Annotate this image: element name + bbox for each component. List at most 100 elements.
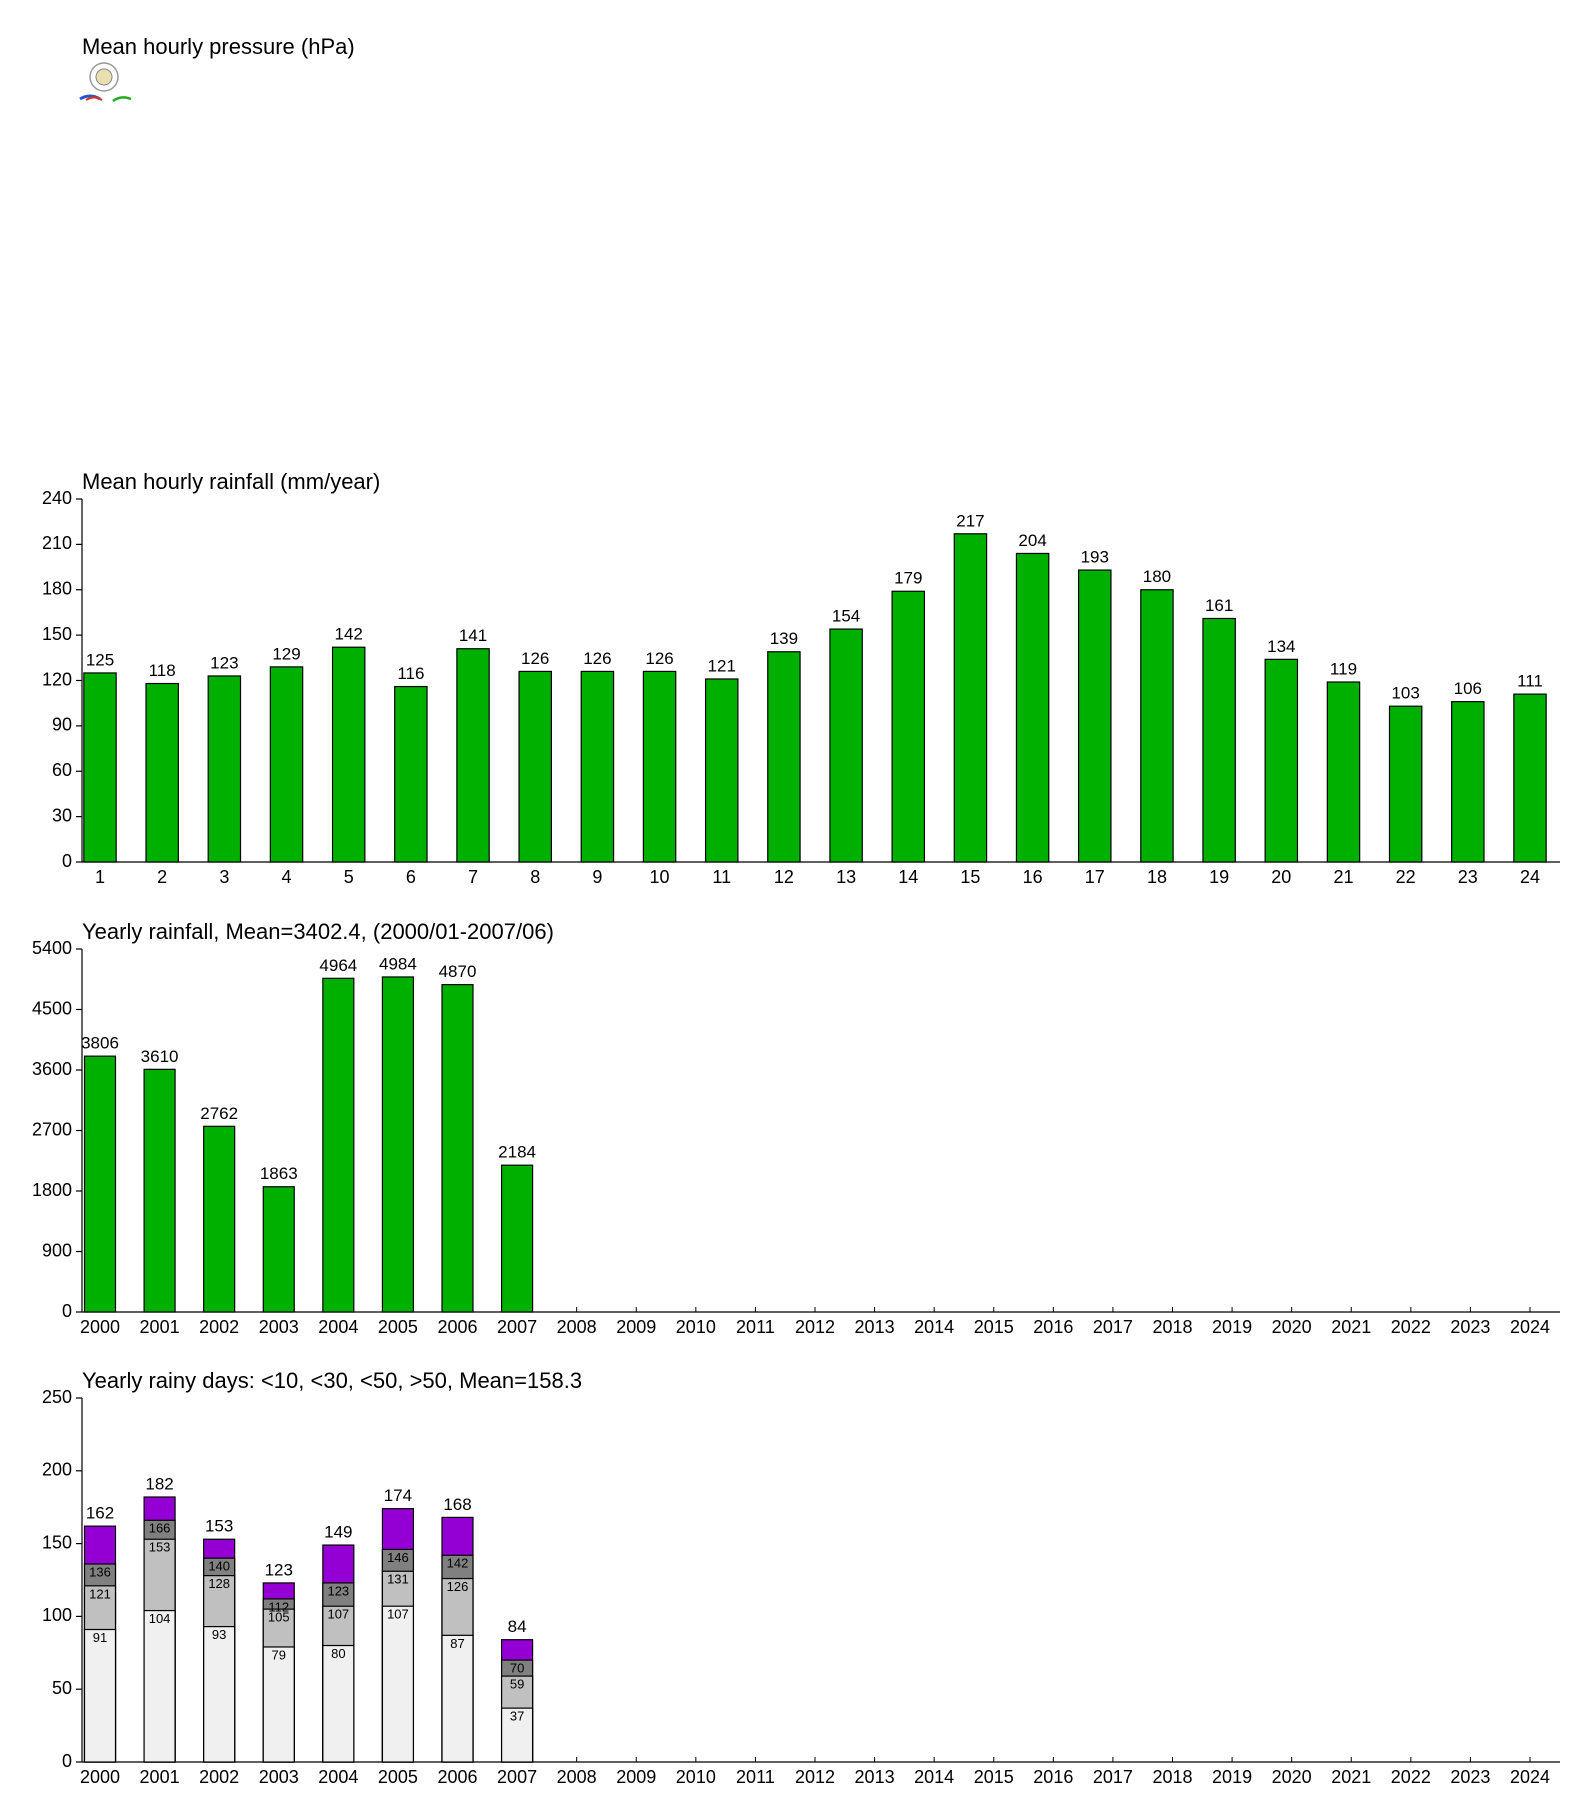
value-label: 4964 (319, 956, 357, 975)
bar (83, 672, 117, 863)
x-tick-label: 2021 (1331, 1767, 1371, 1787)
value-label: 87 (450, 1636, 464, 1651)
y-tick-label: 180 (42, 579, 72, 599)
value-label: 142 (335, 625, 363, 644)
x-tick-label: 2021 (1331, 1317, 1371, 1337)
value-label: 141 (459, 626, 487, 645)
x-tick-label: 2016 (1033, 1767, 1073, 1787)
value-label: 103 (1391, 684, 1419, 703)
value-label: 126 (521, 649, 549, 668)
bar (381, 1605, 415, 1763)
value-label: 59 (510, 1677, 524, 1692)
x-tick-label: 21 (1333, 867, 1353, 887)
x-tick-label: 2018 (1152, 1767, 1192, 1787)
x-tick-label: 2004 (318, 1317, 358, 1337)
value-label: 118 (149, 661, 176, 680)
y-tick-label: 100 (42, 1605, 72, 1625)
x-tick-label: 11 (712, 867, 731, 887)
chart-title: Mean hourly pressure (hPa) (82, 34, 355, 59)
value-label: 128 (208, 1576, 230, 1591)
value-label: 162 (86, 1504, 114, 1523)
value-label: 121 (89, 1586, 111, 1601)
x-tick-label: 2014 (914, 1767, 954, 1787)
x-tick-label: 2002 (199, 1767, 239, 1787)
bar (262, 1186, 295, 1313)
bar (891, 590, 926, 863)
value-label: 146 (387, 1550, 409, 1565)
x-tick-label: 20 (1271, 867, 1291, 887)
x-tick-label: 2012 (795, 1317, 835, 1337)
x-tick-label: 2006 (437, 1317, 477, 1337)
bar (1202, 617, 1236, 863)
x-tick-label: 17 (1085, 867, 1105, 887)
x-tick-label: 24 (1520, 867, 1540, 887)
bar (1140, 589, 1174, 863)
value-label: 153 (205, 1517, 233, 1536)
x-tick-label: 2009 (616, 1767, 656, 1787)
x-tick-label: 2001 (140, 1767, 180, 1787)
bar (1326, 681, 1361, 863)
y-tick-label: 150 (42, 624, 72, 644)
value-label: 166 (149, 1521, 171, 1536)
x-tick-label: 2024 (1510, 1317, 1550, 1337)
value-label: 134 (1267, 637, 1295, 656)
value-label: 125 (86, 650, 114, 669)
value-label: 121 (708, 656, 736, 675)
x-tick-label: 2011 (736, 1317, 775, 1337)
x-tick-label: 2019 (1212, 1767, 1252, 1787)
x-tick-label: 3 (219, 867, 229, 887)
x-tick-label: 2022 (1391, 1767, 1431, 1787)
y-tick-label: 2700 (32, 1119, 72, 1139)
bar (331, 646, 366, 863)
bar (953, 533, 988, 863)
x-tick-label: 2023 (1450, 1767, 1490, 1787)
bar (1451, 701, 1485, 863)
value-label: 79 (272, 1647, 286, 1662)
bar (322, 1644, 355, 1763)
value-label: 111 (1517, 672, 1543, 691)
x-tick-label: 2017 (1093, 1767, 1133, 1787)
bar (262, 1646, 295, 1763)
x-tick-label: 7 (468, 867, 478, 887)
y-tick-label: 900 (42, 1240, 72, 1260)
x-tick-label: 12 (774, 867, 794, 887)
value-label: 70 (510, 1661, 524, 1676)
bar (1388, 705, 1423, 863)
bar (269, 666, 304, 863)
value-label: 154 (832, 607, 860, 626)
value-label: 123 (210, 653, 238, 672)
y-tick-label: 0 (62, 851, 72, 871)
y-tick-label: 150 (42, 1532, 72, 1552)
x-tick-label: 2020 (1272, 1317, 1312, 1337)
value-label: 123 (265, 1560, 293, 1579)
bar (145, 682, 179, 863)
x-tick-label: 2007 (497, 1317, 537, 1337)
y-tick-label: 30 (52, 805, 72, 825)
x-tick-label: 2002 (199, 1317, 239, 1337)
value-label: 217 (956, 511, 984, 530)
value-label: 161 (1205, 596, 1233, 615)
x-tick-label: 2009 (616, 1317, 656, 1337)
value-label: 126 (645, 649, 673, 668)
x-tick-label: 2006 (437, 1767, 477, 1787)
value-label: 107 (387, 1607, 409, 1622)
x-tick-label: 19 (1209, 867, 1229, 887)
x-tick-label: 2023 (1450, 1317, 1490, 1337)
bar (207, 675, 242, 863)
x-tick-label: 2012 (795, 1767, 835, 1787)
bar (441, 984, 474, 1313)
x-tick-label: 6 (406, 867, 416, 887)
value-label: 168 (443, 1495, 471, 1514)
value-label: 180 (1143, 567, 1171, 586)
x-tick-label: 2008 (557, 1767, 597, 1787)
x-tick-label: 1 (95, 867, 105, 887)
value-label: 126 (447, 1579, 469, 1594)
value-label: 174 (384, 1486, 412, 1505)
bar (518, 670, 552, 863)
x-tick-label: 18 (1147, 867, 1167, 887)
x-tick-label: 2 (157, 867, 167, 887)
x-tick-label: 2003 (259, 1767, 299, 1787)
value-label: 179 (894, 569, 922, 588)
y-tick-label: 250 (42, 1387, 72, 1407)
value-label: 105 (268, 1610, 290, 1625)
